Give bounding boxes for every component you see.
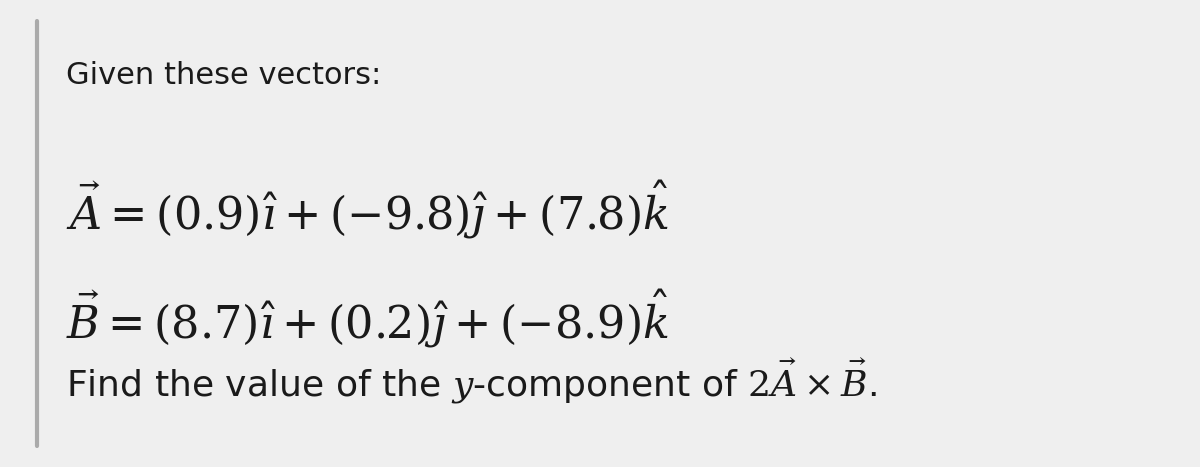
Text: Find the value of the $y$-component of $2\vec{A} \times \vec{B}$.: Find the value of the $y$-component of $… xyxy=(66,356,877,406)
Text: Given these vectors:: Given these vectors: xyxy=(66,61,382,90)
Text: $\vec{B} = (8.7)\hat{\imath} + (0.2)\hat{\jmath} + (-8.9)\hat{k}$: $\vec{B} = (8.7)\hat{\imath} + (0.2)\hat… xyxy=(66,288,670,350)
Text: $\vec{A} = (0.9)\hat{\imath} + (-9.8)\hat{\jmath} + (7.8)\hat{k}$: $\vec{A} = (0.9)\hat{\imath} + (-9.8)\ha… xyxy=(66,179,670,241)
